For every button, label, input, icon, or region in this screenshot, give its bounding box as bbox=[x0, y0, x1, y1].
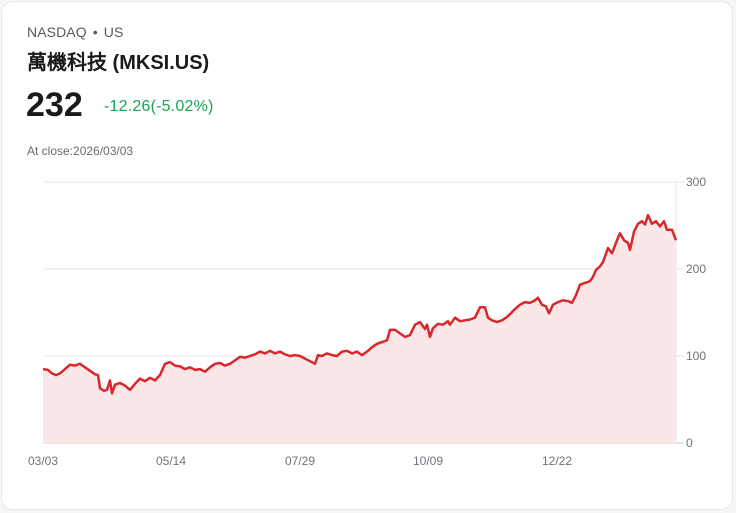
separator-dot: • bbox=[92, 24, 98, 40]
y-tick-label: 300 bbox=[686, 175, 706, 189]
y-tick-label: 100 bbox=[686, 349, 706, 363]
x-tick-label: 10/09 bbox=[413, 454, 443, 468]
exchange-line: NASDAQ • US bbox=[27, 24, 123, 40]
market-name: US bbox=[103, 24, 124, 40]
x-axis: 03/03 05/14 07/29 10/09 12/22 bbox=[28, 454, 572, 468]
y-tick-label: 200 bbox=[686, 262, 706, 276]
stock-title: 萬機科技 (MKSI.US) bbox=[27, 52, 210, 74]
x-tick-label: 12/22 bbox=[542, 454, 572, 468]
close-timestamp: At close:2026/03/03 bbox=[27, 144, 134, 158]
x-tick-label: 05/14 bbox=[156, 454, 186, 468]
x-tick-label: 03/03 bbox=[28, 454, 58, 468]
y-axis: 0 100 200 300 bbox=[686, 175, 706, 450]
exchange-name: NASDAQ bbox=[27, 24, 87, 40]
price-area-fill bbox=[43, 215, 676, 443]
current-price: 232 bbox=[26, 86, 83, 124]
price-change: -12.26(-5.02%) bbox=[104, 98, 214, 115]
x-tick-label: 07/29 bbox=[285, 454, 315, 468]
price-line bbox=[42, 213, 678, 395]
y-tick-label: 0 bbox=[686, 436, 693, 450]
